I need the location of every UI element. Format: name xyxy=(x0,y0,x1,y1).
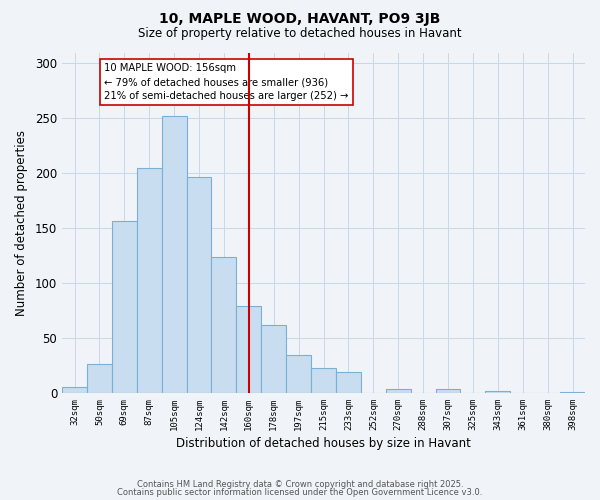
Text: 10, MAPLE WOOD, HAVANT, PO9 3JB: 10, MAPLE WOOD, HAVANT, PO9 3JB xyxy=(160,12,440,26)
Bar xyxy=(187,176,211,393)
Bar xyxy=(62,388,87,393)
Bar xyxy=(112,220,137,393)
Text: 10 MAPLE WOOD: 156sqm
← 79% of detached houses are smaller (936)
21% of semi-det: 10 MAPLE WOOD: 156sqm ← 79% of detached … xyxy=(104,64,349,102)
Bar xyxy=(560,392,585,393)
X-axis label: Distribution of detached houses by size in Havant: Distribution of detached houses by size … xyxy=(176,437,471,450)
Text: Contains HM Land Registry data © Crown copyright and database right 2025.: Contains HM Land Registry data © Crown c… xyxy=(137,480,463,489)
Bar xyxy=(336,372,361,393)
Bar xyxy=(436,388,460,393)
Bar xyxy=(87,364,112,393)
Bar xyxy=(236,306,261,393)
Text: Size of property relative to detached houses in Havant: Size of property relative to detached ho… xyxy=(138,28,462,40)
Bar xyxy=(485,390,510,393)
Bar xyxy=(386,388,410,393)
Bar xyxy=(286,354,311,393)
Bar xyxy=(137,168,161,393)
Y-axis label: Number of detached properties: Number of detached properties xyxy=(15,130,28,316)
Bar xyxy=(311,368,336,393)
Bar xyxy=(211,257,236,393)
Bar xyxy=(261,325,286,393)
Bar xyxy=(161,116,187,393)
Text: Contains public sector information licensed under the Open Government Licence v3: Contains public sector information licen… xyxy=(118,488,482,497)
